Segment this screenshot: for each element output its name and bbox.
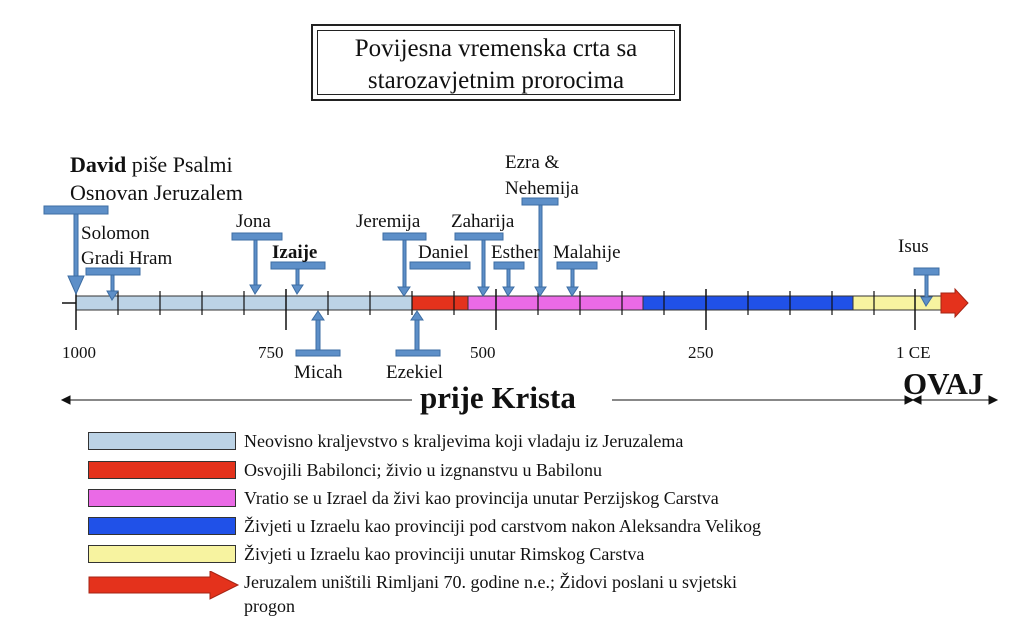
marker-daniel <box>409 261 471 270</box>
era-arrows <box>60 395 999 405</box>
marker-malahije <box>556 261 598 297</box>
marker-david <box>43 205 109 296</box>
title-line-1: Povijesna vremenska crta sa <box>354 35 638 62</box>
legend-item-persia: Vratio se u Izrael da živi kao provincij… <box>88 487 958 511</box>
tick-label-1ce: 1 CE <box>896 343 931 362</box>
marker-jeremija <box>382 232 427 297</box>
tick-label-750: 750 <box>258 343 284 362</box>
legend-item-rome: Živjeti u Izraelu kao provinciji unutar … <box>88 543 958 567</box>
label-david-rest: piše Psalmi <box>126 152 233 177</box>
segment-persia <box>467 295 644 311</box>
marker-jona <box>231 232 283 295</box>
marker-ezra <box>521 197 559 297</box>
major-ticks <box>75 289 916 330</box>
legend-text-kingdom: Neovisno kraljevstvo s kraljevima koji v… <box>244 431 684 451</box>
label-micah: Micah <box>294 362 343 383</box>
label-ezra-2: Nehemija <box>505 178 579 199</box>
legend-text-rome: Živjeti u Izraelu kao provinciji unutar … <box>244 544 645 564</box>
tick-label-250: 250 <box>688 343 714 362</box>
legend-swatch-greek <box>88 517 236 535</box>
legend-text-persia: Vratio se u Izrael da živi kao provincij… <box>244 488 719 508</box>
label-jeremija: Jeremija <box>356 211 421 232</box>
legend-text-greek: Živjeti u Izraelu kao provinciji pod car… <box>244 516 762 536</box>
legend-text-destruction: Jeruzalem uništili Rimljani 70. godine n… <box>244 572 737 592</box>
title: Povijesna vremenska crta sa starozavjetn… <box>317 30 675 95</box>
label-zaharija: Zaharija <box>451 211 515 232</box>
marker-solomon <box>85 267 141 301</box>
label-ezekiel: Ezekiel <box>386 362 443 383</box>
label-isus: Isus <box>898 236 929 257</box>
label-solomon-1: Solomon <box>81 223 150 244</box>
label-jona: Jona <box>236 211 271 232</box>
legend-text-destruction-2: progon <box>244 596 295 616</box>
label-solomon-2: Gradi Hram <box>81 248 173 269</box>
legend-item-destruction: Jeruzalem uništili Rimljani 70. godine n… <box>88 571 958 619</box>
tick-label-1000: 1000 <box>62 343 96 362</box>
legend-item-greek: Živjeti u Izraelu kao provinciji pod car… <box>88 515 958 539</box>
marker-isus <box>913 267 940 307</box>
label-david: David piše Psalmi <box>70 152 233 178</box>
label-ezra-1: Ezra & <box>505 152 560 173</box>
legend-swatch-kingdom <box>88 432 236 450</box>
era-label-ad: OVAJ <box>903 366 984 401</box>
segment-babylon <box>411 295 469 311</box>
minor-ticks <box>117 291 875 315</box>
label-jerusalem: Osnovan Jeruzalem <box>70 180 243 205</box>
legend-item-kingdom: Neovisno kraljevstvo s kraljevima koji v… <box>88 430 958 454</box>
marker-izaije <box>270 261 326 295</box>
label-malahije: Malahije <box>553 242 621 263</box>
label-daniel: Daniel <box>418 242 469 263</box>
marker-zaharija <box>454 232 504 297</box>
end-arrow <box>940 287 969 319</box>
legend-arrow-icon <box>88 571 240 600</box>
title-line-2: starozavjetnim prorocima <box>367 67 625 94</box>
title-box: Povijesna vremenska crta sa starozavjetn… <box>311 24 681 101</box>
legend-swatch-rome <box>88 545 236 563</box>
label-izaije: Izaije <box>272 242 318 263</box>
label-david-name: David <box>70 152 127 177</box>
tick-label-500: 500 <box>470 343 496 362</box>
legend-text-babylon: Osvojili Babilonci; živio u izgnanstvu u… <box>244 460 602 480</box>
legend-swatch-persia <box>88 489 236 507</box>
legend-item-babylon: Osvojili Babilonci; živio u izgnanstvu u… <box>88 459 958 483</box>
marker-micah <box>295 310 341 357</box>
legend-swatch-babylon <box>88 461 236 479</box>
marker-ezekiel <box>395 310 441 357</box>
era-label-bc: prije Krista <box>420 380 576 415</box>
label-esther: Esther <box>491 242 540 263</box>
marker-esther <box>493 261 525 297</box>
